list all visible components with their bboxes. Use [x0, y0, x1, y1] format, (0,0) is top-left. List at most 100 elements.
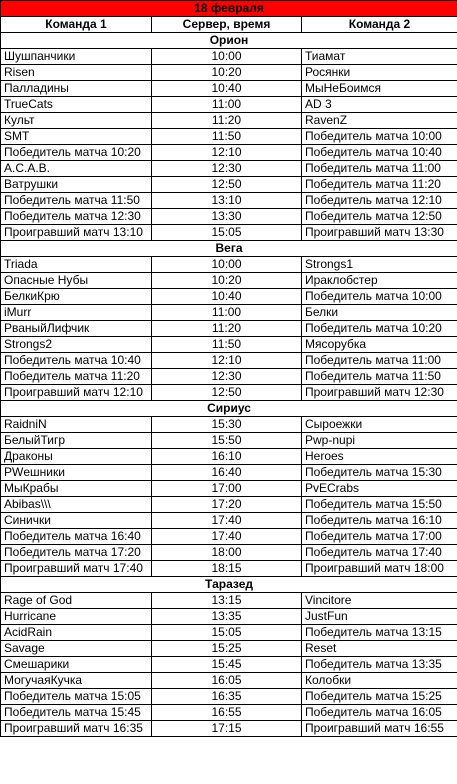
time-cell: 10:40 [151, 80, 302, 97]
team2-cell: Ираклобстер [300, 272, 457, 289]
match-row: TrueCats 11:00 AD 3 [0, 96, 457, 113]
team2-cell: Победитель матча 11:00 [300, 352, 457, 369]
team1-cell: Смешарики [0, 656, 152, 673]
match-row: Strongs2 11:50 Мясорубка [0, 336, 457, 353]
match-row: Hurricane 13:35 JustFun [0, 608, 457, 625]
time-cell: 17:40 [151, 512, 302, 529]
team1-cell: БелкиКрю [0, 288, 152, 305]
team2-cell: Колобки [300, 672, 457, 689]
team2-cell: Победитель матча 10:00 [300, 288, 457, 305]
match-row: Проигравший матч 17:40 18:15 Проигравший м… [0, 560, 457, 577]
team2-cell: Победитель матча 16:05 [300, 704, 457, 721]
section-row: Вега [0, 240, 457, 257]
match-row: Savage 15:25 Reset [0, 640, 457, 657]
team1-cell: Savage [0, 640, 152, 657]
team1-cell: РваныйЛифчик [0, 320, 152, 337]
team2-cell: Проигравший матч 18:00 [300, 560, 457, 577]
team1-cell: Abibas\\\ [0, 496, 152, 513]
match-row: Победитель матча 11:20 12:30 Победитель ма… [0, 368, 457, 385]
team2-cell: Pwp-nupi [300, 432, 457, 449]
team2-cell: Росянки [300, 64, 457, 81]
time-cell: 18:15 [151, 560, 302, 577]
time-cell: 10:00 [151, 256, 302, 273]
time-cell: 17:15 [151, 720, 302, 737]
schedule-body: 18 февраля Команда 1 Сервер, время Коман… [0, 0, 457, 737]
match-row: Опасные Нубы 10:20 Ираклобстер [0, 272, 457, 289]
team1-cell: SMT [0, 128, 152, 145]
team2-cell: Победитель матча 10:00 [300, 128, 457, 145]
team1-cell: Победитель матча 11:50 [0, 192, 152, 209]
team2-cell: Победитель матча 15:25 [300, 688, 457, 705]
match-row: Triada 10:00 Strongs1 [0, 256, 457, 273]
team2-cell: Победитель матча 13:35 [300, 656, 457, 673]
team1-cell: iMurr [0, 304, 152, 321]
section-row: Сириус [0, 400, 457, 417]
match-row: SMT 11:50 Победитель матча 10:00 [0, 128, 457, 145]
team2-cell: RavenZ [300, 112, 457, 129]
team1-cell: Проигравший матч 17:40 [0, 560, 152, 577]
match-row: Risen 10:20 Росянки [0, 64, 457, 81]
header-row: Команда 1 Сервер, время Команда 2 [0, 16, 457, 33]
team1-cell: Победитель матча 10:20 [0, 144, 152, 161]
team2-cell: Победитель матча 17:40 [300, 544, 457, 561]
time-cell: 17:40 [151, 528, 302, 545]
team1-cell: Победитель матча 12:30 [0, 208, 152, 225]
match-row: AcidRain 15:05 Победитель матча 13:15 [0, 624, 457, 641]
team2-cell: Победитель матча 16:10 [300, 512, 457, 529]
team2-cell: Heroes [300, 448, 457, 465]
time-cell: 15:25 [151, 640, 302, 657]
team2-cell: Победитель матча 15:30 [300, 464, 457, 481]
team1-cell: Культ [0, 112, 152, 129]
time-cell: 11:50 [151, 128, 302, 145]
team2-cell: Тиамат [300, 48, 457, 65]
header-server-time: Сервер, время [151, 16, 302, 33]
team1-cell: Победитель матча 17:20 [0, 544, 152, 561]
team2-cell: Победитель матча 10:40 [300, 144, 457, 161]
time-cell: 17:20 [151, 496, 302, 513]
team2-cell: Strongs1 [300, 256, 457, 273]
team1-cell: МыКрабы [0, 480, 152, 497]
team1-cell: Победитель матча 16:40 [0, 528, 152, 545]
time-cell: 15:50 [151, 432, 302, 449]
title-row: 18 февраля [0, 0, 457, 17]
time-cell: 15:45 [151, 656, 302, 673]
match-row: Ватрушки 12:50 Победитель матча 11:20 [0, 176, 457, 193]
match-row: Победитель матча 11:50 13:10 Победитель ма… [0, 192, 457, 209]
team1-cell: Strongs2 [0, 336, 152, 353]
time-cell: 18:00 [151, 544, 302, 561]
team2-cell: Победитель матча 11:20 [300, 176, 457, 193]
header-team2: Команда 2 [300, 16, 457, 33]
team1-cell: Risen [0, 64, 152, 81]
match-row: Драконы 16:10 Heroes [0, 448, 457, 465]
time-cell: 10:20 [151, 64, 302, 81]
match-row: БелкиКрю 10:40 Победитель матча 10:00 [0, 288, 457, 305]
team2-cell: JustFun [300, 608, 457, 625]
match-row: РваныйЛифчик 11:20 Победитель матча 10:20 [0, 320, 457, 337]
team2-cell: Белки [300, 304, 457, 321]
match-row: A.C.A.B. 12:30 Победитель матча 11:00 [0, 160, 457, 177]
time-cell: 11:20 [151, 320, 302, 337]
team1-cell: Драконы [0, 448, 152, 465]
team1-cell: Ватрушки [0, 176, 152, 193]
match-row: iMurr 11:00 Белки [0, 304, 457, 321]
time-cell: 11:20 [151, 112, 302, 129]
team1-cell: Проигравший матч 16:35 [0, 720, 152, 737]
team2-cell: PvECrabs [300, 480, 457, 497]
header-team1: Команда 1 [0, 16, 152, 33]
time-cell: 11:00 [151, 96, 302, 113]
match-row: Abibas\\\ 17:20 Победитель матча 15:50 [0, 496, 457, 513]
section-name: Таразед [0, 576, 457, 593]
time-cell: 12:10 [151, 352, 302, 369]
team1-cell: Triada [0, 256, 152, 273]
match-row: Победитель матча 15:05 16:35 Победитель ма… [0, 688, 457, 705]
team2-cell: Победитель матча 15:50 [300, 496, 457, 513]
team1-cell: Победитель матча 10:40 [0, 352, 152, 369]
team1-cell: Проигравший матч 13:10 [0, 224, 152, 241]
match-row: RaidniN 15:30 Сыроежки [0, 416, 457, 433]
team1-cell: RaidniN [0, 416, 152, 433]
date-title: 18 февраля [0, 0, 457, 17]
time-cell: 16:05 [151, 672, 302, 689]
match-row: МогучаяКучка 16:05 Колобки [0, 672, 457, 689]
match-row: PWешники 16:40 Победитель матча 15:30 [0, 464, 457, 481]
team2-cell: Проигравший матч 13:30 [300, 224, 457, 241]
